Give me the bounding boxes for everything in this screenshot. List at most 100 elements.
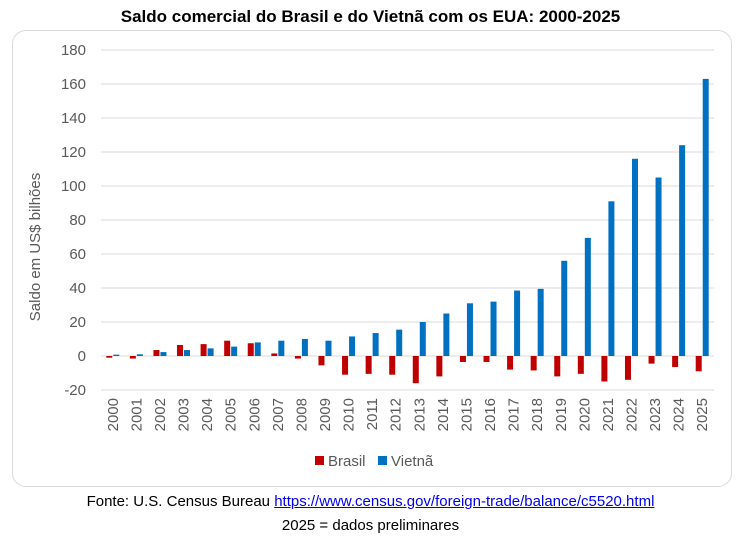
bar-brasil-2004 xyxy=(200,344,207,356)
bar-brasil-2010 xyxy=(342,356,349,375)
y-tick-label: 20 xyxy=(69,314,86,331)
bar-vietna-2020 xyxy=(584,237,591,356)
bar-brasil-2001 xyxy=(129,356,136,359)
bar-vietna-2010 xyxy=(349,336,356,356)
legend-swatch-vietna xyxy=(378,456,387,465)
source-link[interactable]: https://www.census.gov/foreign-trade/bal… xyxy=(274,493,655,510)
bar-brasil-2020 xyxy=(577,356,584,374)
bar-vietna-2008 xyxy=(301,339,308,356)
bar-brasil-2024 xyxy=(672,356,679,368)
x-tick-label: 2008 xyxy=(293,398,310,431)
x-tick-label: 2007 xyxy=(270,398,287,431)
y-tick-label: -20 xyxy=(64,382,86,399)
x-tick-label: 2015 xyxy=(458,398,475,431)
x-tick-label: 2005 xyxy=(223,398,240,431)
x-tick-label: 2016 xyxy=(482,398,499,431)
bar-vietna-2006 xyxy=(254,342,261,356)
legend-label-brasil: Brasil xyxy=(328,453,366,470)
x-tick-label: 2003 xyxy=(176,398,193,431)
x-tick-label: 2014 xyxy=(435,398,452,431)
bar-brasil-2015 xyxy=(459,356,466,362)
x-tick-label: 2023 xyxy=(647,398,664,431)
bar-vietna-2018 xyxy=(537,288,544,356)
x-tick-label: 2017 xyxy=(506,398,523,431)
bar-vietna-2019 xyxy=(561,260,568,356)
bar-brasil-2006 xyxy=(247,343,254,356)
bar-vietna-2024 xyxy=(679,145,686,356)
bar-brasil-2016 xyxy=(483,356,490,362)
y-tick-label: 120 xyxy=(61,144,86,161)
x-tick-label: 2011 xyxy=(364,398,381,430)
bar-vietna-2016 xyxy=(490,301,497,356)
bar-vietna-2000 xyxy=(113,354,120,356)
bar-brasil-2009 xyxy=(318,356,325,366)
bar-vietna-2012 xyxy=(396,329,403,356)
bar-vietna-2011 xyxy=(372,333,379,356)
y-tick-label: 180 xyxy=(61,42,86,59)
bar-vietna-2004 xyxy=(207,348,214,356)
bar-vietna-2002 xyxy=(160,352,167,356)
x-tick-label: 2006 xyxy=(246,398,263,431)
x-tick-label: 2004 xyxy=(199,398,216,431)
x-tick-label: 2010 xyxy=(341,398,358,431)
x-tick-label: 2019 xyxy=(553,398,570,431)
legend: Brasil Vietnã xyxy=(315,453,434,470)
bar-vietna-2022 xyxy=(631,158,638,356)
bar-brasil-2017 xyxy=(507,356,514,370)
x-tick-label: 2018 xyxy=(529,398,546,431)
bar-vietna-2025 xyxy=(702,78,709,357)
bar-brasil-2025 xyxy=(695,356,702,372)
bar-vietna-2023 xyxy=(655,177,662,356)
y-tick-label: 60 xyxy=(69,246,86,263)
bar-vietna-2001 xyxy=(136,354,143,356)
y-tick-label: 40 xyxy=(69,280,86,297)
y-tick-label: 100 xyxy=(61,178,86,195)
bar-brasil-2011 xyxy=(365,356,372,374)
bar-vietna-2021 xyxy=(608,201,615,356)
bar-brasil-2000 xyxy=(106,356,113,358)
source-line: Fonte: U.S. Census Bureau https://www.ce… xyxy=(0,493,741,510)
bar-brasil-2019 xyxy=(554,356,561,377)
bar-vietna-2013 xyxy=(419,322,426,356)
bar-brasil-2007 xyxy=(271,353,278,356)
bar-vietna-2017 xyxy=(514,290,521,356)
bar-brasil-2014 xyxy=(436,356,443,377)
x-tick-label: 2024 xyxy=(671,398,688,431)
bar-brasil-2003 xyxy=(177,344,184,356)
bar-brasil-2013 xyxy=(412,356,419,384)
bar-brasil-2012 xyxy=(389,356,396,375)
x-tick-label: 2013 xyxy=(411,398,428,431)
bar-brasil-2005 xyxy=(224,340,231,356)
bar-brasil-2021 xyxy=(601,356,608,382)
x-tick-label: 2012 xyxy=(388,398,405,431)
bar-vietna-2014 xyxy=(443,313,450,356)
source-prefix: Fonte: U.S. Census Bureau xyxy=(86,493,271,510)
x-tick-label: 2000 xyxy=(105,398,122,431)
x-tick-label: 2022 xyxy=(623,398,640,431)
y-tick-label: 160 xyxy=(61,76,86,93)
bar-vietna-2005 xyxy=(231,346,238,356)
chart-title: Saldo comercial do Brasil e do Vietnã co… xyxy=(120,7,621,26)
legend-swatch-brasil xyxy=(315,456,324,465)
x-tick-label: 2002 xyxy=(152,398,169,431)
bar-brasil-2022 xyxy=(624,356,631,380)
bar-vietna-2003 xyxy=(184,350,191,356)
bar-brasil-2002 xyxy=(153,350,160,356)
x-tick-label: 2009 xyxy=(317,398,334,431)
bar-vietna-2015 xyxy=(466,303,473,356)
y-tick-label: 140 xyxy=(61,110,86,127)
bar-brasil-2018 xyxy=(530,356,537,371)
x-tick-label: 2020 xyxy=(576,398,593,431)
bar-vietna-2009 xyxy=(325,340,332,356)
chart-frame xyxy=(12,30,732,487)
note: 2025 = dados preliminares xyxy=(281,517,460,534)
x-tick-label: 2001 xyxy=(128,398,145,431)
bar-brasil-2023 xyxy=(648,356,655,364)
y-axis-label: Saldo em US$ bilhões xyxy=(27,173,44,321)
bar-vietna-2007 xyxy=(278,340,285,356)
bar-brasil-2008 xyxy=(294,356,301,359)
y-tick-label: 0 xyxy=(78,348,86,365)
y-tick-label: 80 xyxy=(69,212,86,229)
x-tick-label: 2021 xyxy=(600,398,617,431)
